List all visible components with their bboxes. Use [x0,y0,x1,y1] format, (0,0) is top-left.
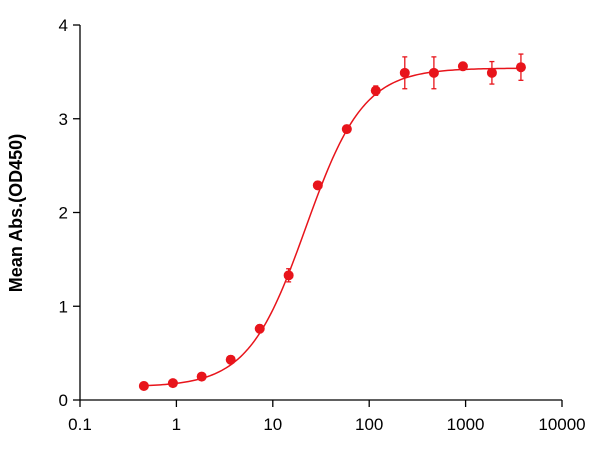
data-point [341,124,352,135]
data-point-group [515,53,526,81]
data-point-group [399,56,410,90]
data-point-group [428,56,439,90]
data-point-group [312,180,323,191]
data-point-group [370,85,381,96]
x-tick-label: 10000 [538,415,585,434]
axes: 0.1 1 10 100 1000 10000 0 1 2 3 4 [59,16,586,434]
data-point-group [167,378,178,389]
fit-curve [143,67,521,387]
y-tick-label: 0 [59,391,68,410]
data-point [138,380,149,391]
data-point [254,323,265,334]
data-point [370,85,381,96]
data-point [399,67,410,78]
data-point-group [486,60,497,85]
data-point-group [138,380,149,391]
data-point [167,378,178,389]
data-points [138,53,526,391]
data-point-group [225,354,236,365]
y-tick-label: 3 [59,110,68,129]
x-tick-label: 0.1 [68,415,92,434]
y-tick-label: 1 [59,297,68,316]
data-point-group [283,268,294,283]
data-point-group [341,124,352,135]
data-point [196,371,207,382]
y-tick-label: 2 [59,204,68,223]
data-point-group [457,61,468,72]
x-tick-label: 100 [355,415,383,434]
y-tick-label: 4 [59,16,68,35]
x-tick-label: 1000 [447,415,485,434]
data-point-group [254,323,265,334]
data-point [486,67,497,78]
data-point-group [196,371,207,382]
data-point [457,61,468,72]
data-point [283,270,294,281]
data-point [515,62,526,73]
data-point [225,354,236,365]
fit-curve-group [143,67,521,387]
data-point [428,67,439,78]
x-tick-label: 10 [263,415,282,434]
x-tick-label: 1 [172,415,181,434]
data-point [312,180,323,191]
y-axis-label: Mean Abs.(OD450) [6,134,26,292]
